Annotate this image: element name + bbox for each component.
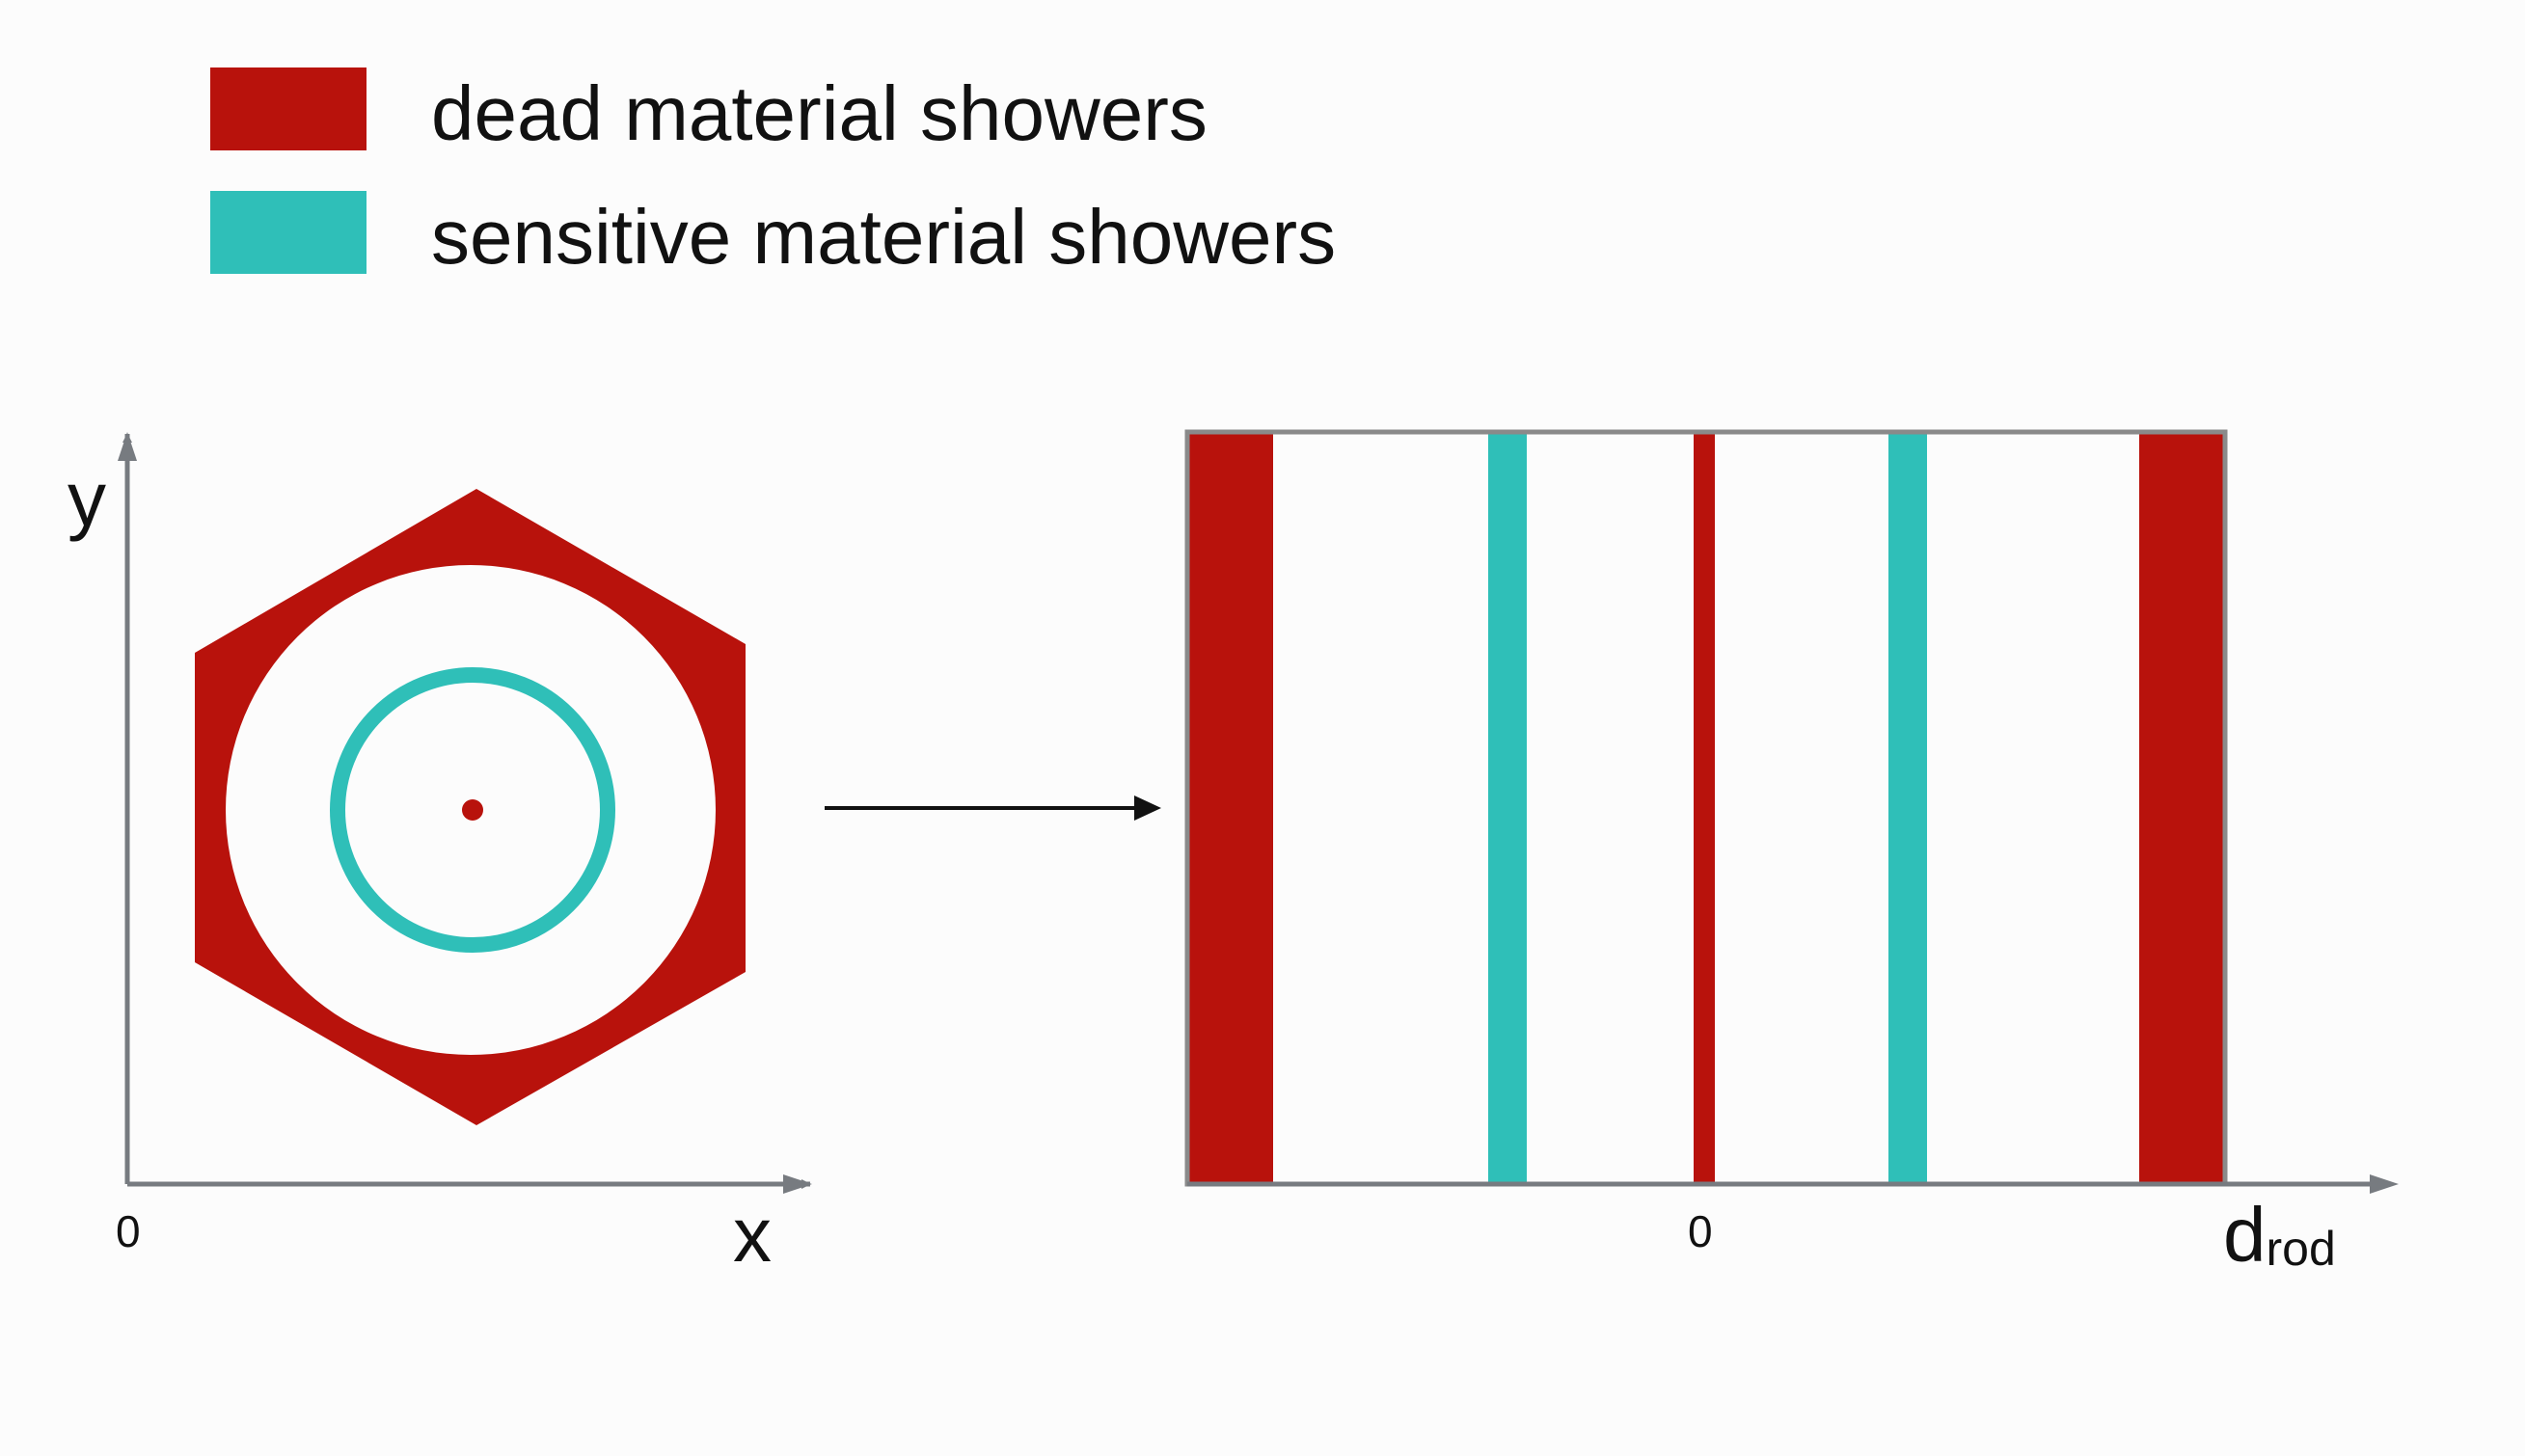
sensitive-material-ring: [330, 667, 615, 953]
left-x-axis-label: x: [733, 1192, 772, 1278]
left-origin-label: 0: [116, 1206, 141, 1256]
right-d-arrowhead: [2370, 1174, 2399, 1194]
left-axes: [122, 433, 811, 1189]
legend-swatch-sensitive: [210, 191, 367, 274]
legend-label-sensitive: sensitive material showers: [431, 194, 1336, 280]
stripe-dead-center: [1694, 433, 1715, 1182]
left-y-arrowhead: [118, 432, 137, 461]
legend-swatch-dead: [210, 67, 367, 150]
right-zero-label: 0: [1688, 1206, 1713, 1256]
right-d-axis-label-sub: rod: [2267, 1222, 2336, 1276]
left-x-arrowhead: [783, 1174, 812, 1194]
stripe-dead-right-edge: [2139, 433, 2224, 1182]
legend-label-dead: dead material showers: [431, 70, 1208, 156]
right-d-axis-label-main: d: [2223, 1192, 2267, 1278]
central-rod-dot: [462, 799, 483, 821]
legend: dead material showers sensitive material…: [210, 67, 1336, 280]
transform-arrow-head: [1134, 795, 1161, 821]
transform-arrow: [825, 795, 1161, 821]
left-panel: y x 0: [68, 432, 812, 1278]
right-panel: 0 drod: [1184, 429, 2399, 1278]
stripe-sensitive-right: [1888, 433, 1927, 1182]
left-y-axis-label: y: [68, 456, 106, 542]
right-d-axis-label: drod: [2223, 1192, 2336, 1278]
stripe-dead-left-edge: [1188, 433, 1273, 1182]
stripe-sensitive-left: [1488, 433, 1527, 1182]
